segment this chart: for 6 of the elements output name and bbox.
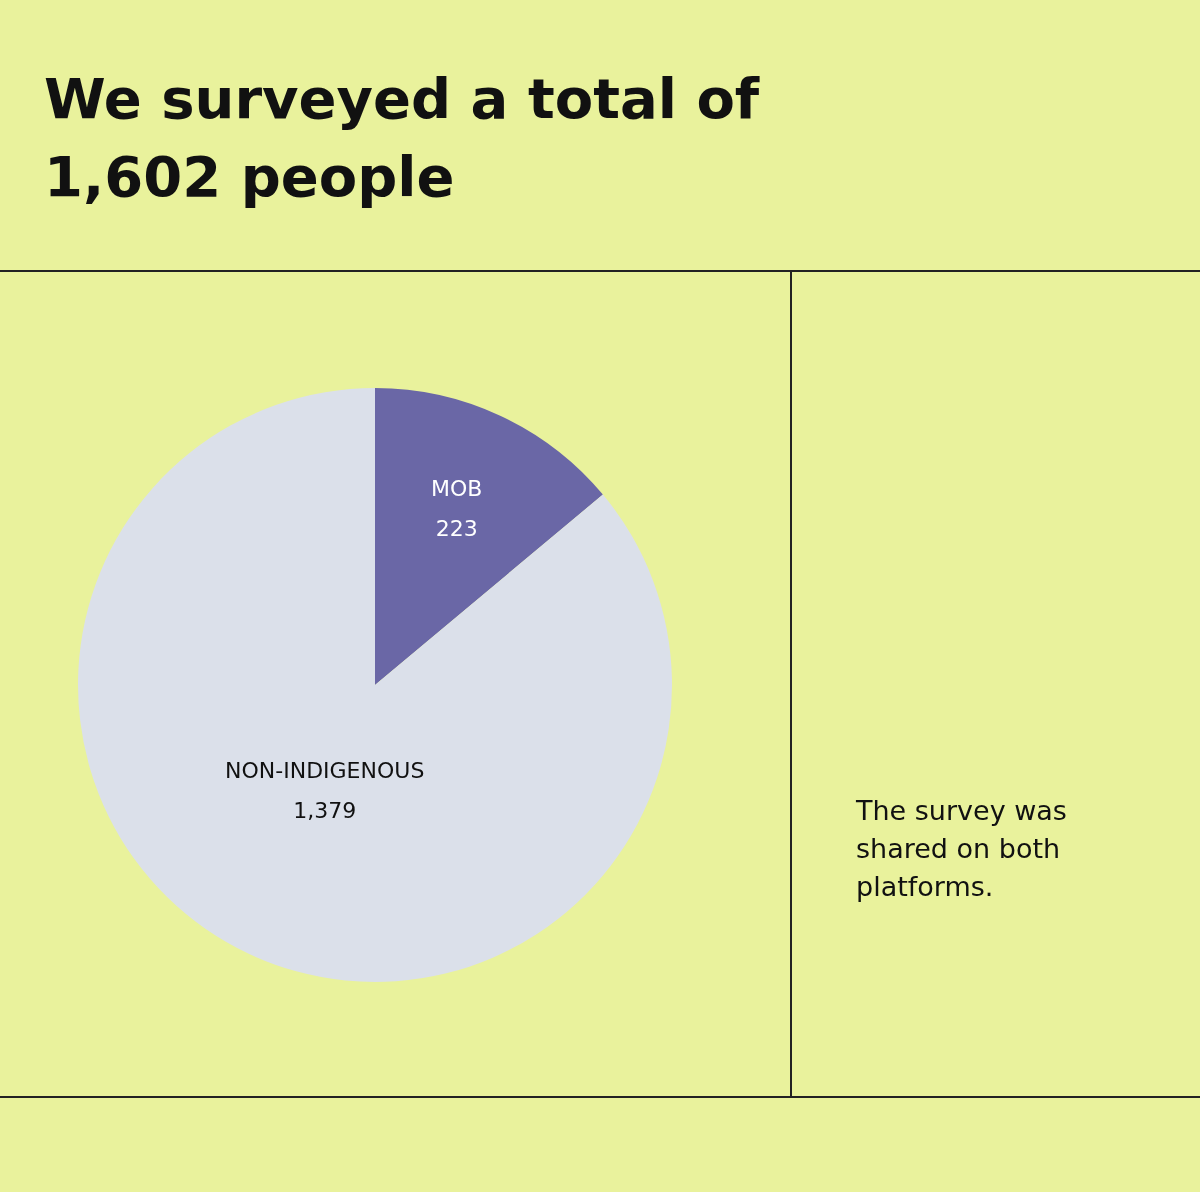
text: The survey was shared on both platforms. [856,794,1068,904]
slice-label: MOB [431,475,483,501]
chart-title: We surveyed a total of 1,602 people [44,65,761,211]
data-label: 1,379 [293,798,357,824]
data-label: 223 [435,515,478,541]
slice-label: NON-INDIGENOUS [225,758,425,784]
